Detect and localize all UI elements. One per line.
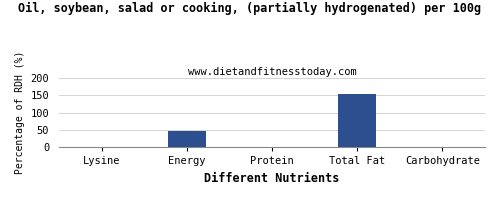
Title: www.dietandfitnesstoday.com: www.dietandfitnesstoday.com — [188, 67, 356, 77]
Bar — [168, 131, 206, 147]
Bar — [338, 94, 376, 147]
Y-axis label: Percentage of RDH (%): Percentage of RDH (%) — [15, 51, 25, 174]
Text: Oil, soybean, salad or cooking, (partially hydrogenated) per 100g: Oil, soybean, salad or cooking, (partial… — [18, 2, 481, 15]
X-axis label: Different Nutrients: Different Nutrients — [204, 172, 340, 185]
